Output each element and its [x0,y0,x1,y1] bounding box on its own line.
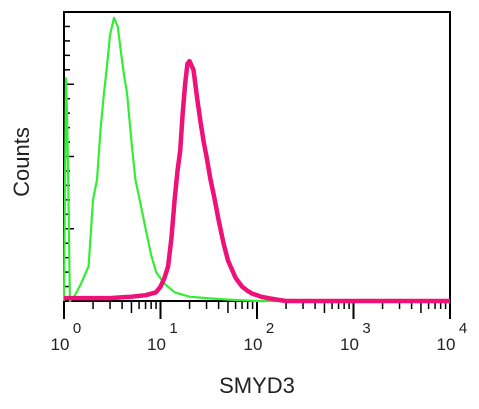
x-tick-label-exponent: 1 [169,320,177,337]
x-tick-label-base: 10 [147,335,166,354]
histogram-series-1 [62,16,450,303]
x-tick-label-exponent: 0 [73,320,81,337]
series-layer [62,16,450,304]
x-axis-ticks [63,301,451,319]
x-tick-label-base: 10 [340,335,359,354]
x-tick-label-base: 10 [244,335,263,354]
y-axis-label: Counts [9,127,34,197]
x-axis-label: SMYD3 [219,373,295,398]
x-tick-label-exponent: 3 [362,320,370,337]
x-tick-label-exponent: 4 [459,320,467,337]
x-tick-label-base: 10 [51,335,70,354]
x-tick-label-base: 10 [437,335,456,354]
x-tick-label-exponent: 2 [266,320,274,337]
histogram-series-2 [64,58,450,304]
